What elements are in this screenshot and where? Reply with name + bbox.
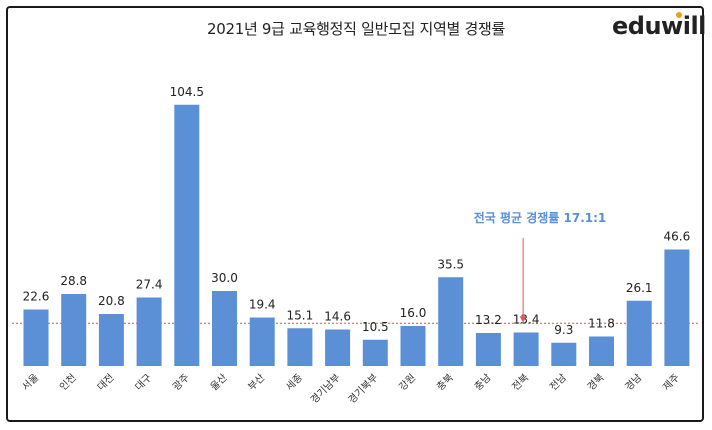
- bar-1: [23, 309, 49, 366]
- bar-15: [551, 342, 577, 366]
- value-label-5: 104.5: [170, 85, 204, 99]
- category-label-15: 전남: [547, 372, 569, 394]
- value-label-9: 14.6: [324, 310, 351, 324]
- category-label-11: 강원: [397, 372, 419, 394]
- category-label-7: 부산: [246, 372, 268, 394]
- value-label-8: 15.1: [287, 308, 314, 322]
- category-label-12: 충북: [434, 372, 456, 394]
- bar-7: [249, 317, 275, 366]
- category-label-14: 전북: [510, 372, 532, 394]
- category-label-6: 울산: [208, 372, 230, 394]
- bar-8: [287, 328, 313, 366]
- bar-13: [475, 333, 501, 366]
- value-label-12: 35.5: [437, 257, 464, 271]
- category-label-13: 충남: [472, 372, 494, 394]
- value-label-6: 30.0: [211, 271, 238, 285]
- value-label-17: 26.1: [626, 281, 653, 295]
- bar-17: [626, 300, 652, 366]
- value-label-18: 46.6: [664, 230, 691, 244]
- category-label-3: 대전: [95, 372, 117, 394]
- bar-12: [438, 277, 464, 366]
- value-label-7: 19.4: [249, 298, 276, 312]
- bar-10: [362, 339, 388, 366]
- value-label-2: 28.8: [60, 274, 87, 288]
- bar-3: [98, 314, 124, 366]
- bar-11: [400, 326, 426, 366]
- category-label-1: 서울: [20, 372, 42, 394]
- category-label-5: 광주: [170, 372, 192, 394]
- category-label-8: 세종: [284, 372, 306, 394]
- bar-18: [664, 249, 690, 366]
- category-label-16: 경북: [584, 371, 606, 393]
- value-label-15: 9.3: [554, 323, 573, 337]
- category-label-9: 경기남부: [307, 371, 342, 406]
- bar-2: [61, 294, 87, 366]
- bar-16: [589, 336, 614, 366]
- category-label-10: 경기북부: [345, 371, 380, 406]
- value-label-10: 10.5: [362, 320, 389, 334]
- bar-14: [513, 332, 539, 366]
- bar-4: [136, 297, 162, 366]
- bar-6: [212, 291, 237, 366]
- value-label-1: 22.6: [23, 290, 50, 304]
- category-label-18: 제주: [661, 372, 683, 394]
- value-label-14: 13.4: [513, 313, 540, 327]
- value-label-3: 20.8: [98, 294, 125, 308]
- value-label-13: 13.2: [475, 313, 502, 327]
- logo-dot-icon: [676, 12, 682, 18]
- value-label-16: 11.8: [588, 317, 615, 331]
- category-label-4: 대구: [133, 372, 155, 394]
- bar-5: [174, 104, 200, 366]
- category-label-17: 경남: [622, 371, 644, 393]
- value-label-11: 16.0: [400, 306, 427, 320]
- category-label-2: 인천: [57, 372, 79, 394]
- average-arrow-head-icon: [519, 316, 527, 323]
- chart-title: 2021년 9급 교육행정직 일반모집 지역별 경쟁률: [206, 20, 506, 38]
- average-label: 전국 평균 경쟁률 17.1:1: [474, 210, 607, 225]
- bar-9: [325, 329, 351, 366]
- value-label-4: 27.4: [136, 278, 163, 292]
- eduwill-logo: eduwill: [612, 12, 706, 40]
